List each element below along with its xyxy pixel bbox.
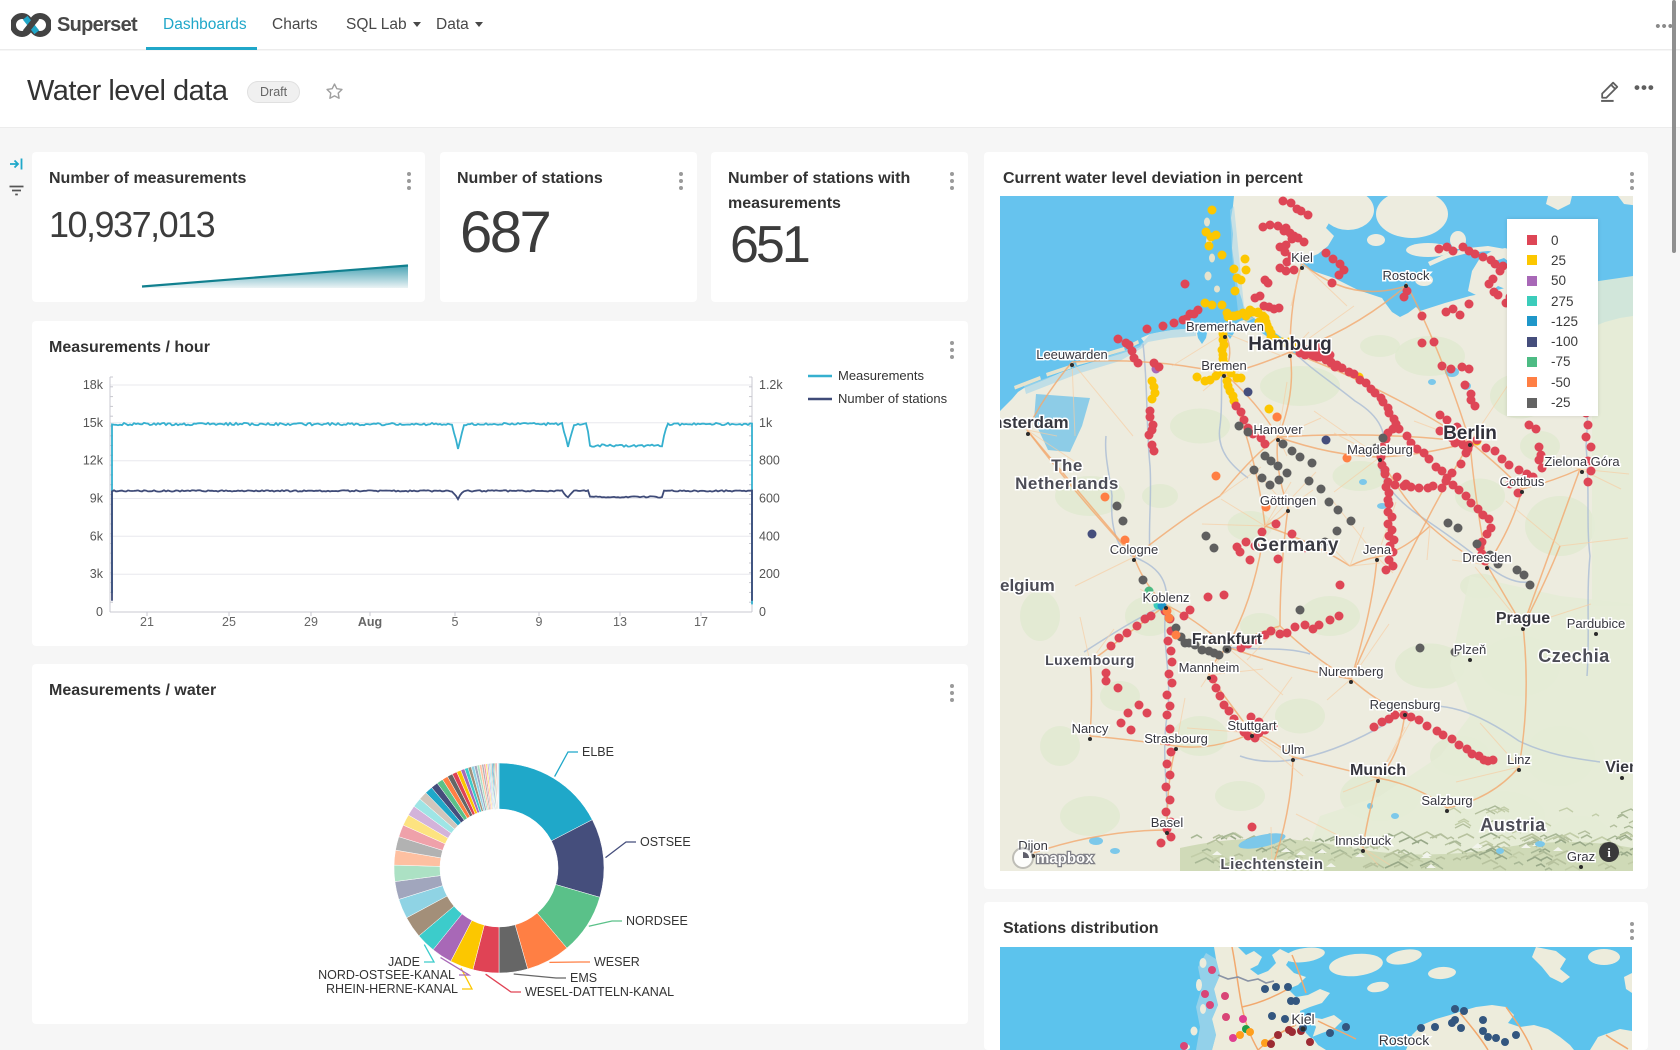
svg-text:EMS: EMS <box>570 971 597 985</box>
svg-text:The: The <box>1051 456 1083 475</box>
svg-text:Regensburg: Regensburg <box>1370 697 1441 712</box>
svg-text:Cologne: Cologne <box>1110 542 1158 557</box>
svg-text:200: 200 <box>759 567 780 581</box>
svg-text:Bremerhaven: Bremerhaven <box>1186 319 1264 334</box>
svg-text:21: 21 <box>140 615 154 629</box>
svg-text:13: 13 <box>613 615 627 629</box>
svg-text:17: 17 <box>694 615 708 629</box>
svg-text:Vien: Vien <box>1605 759 1633 776</box>
svg-text:Dresden: Dresden <box>1462 550 1511 565</box>
svg-text:Cottbus: Cottbus <box>1500 474 1545 489</box>
svg-text:Zielona Góra: Zielona Góra <box>1544 454 1620 469</box>
svg-text:Rostock: Rostock <box>1379 1032 1431 1048</box>
svg-text:Liechtenstein: Liechtenstein <box>1220 856 1323 871</box>
svg-text:Munich: Munich <box>1350 762 1406 779</box>
svg-text:Number of stations: Number of stations <box>838 391 948 406</box>
svg-text:Netherlands: Netherlands <box>1015 474 1119 493</box>
svg-text:Kiel: Kiel <box>1291 250 1313 265</box>
svg-text:WESER: WESER <box>594 955 640 969</box>
svg-text:1k: 1k <box>759 416 773 430</box>
svg-text:Strasbourg: Strasbourg <box>1144 731 1208 746</box>
svg-text:Germany: Germany <box>1253 535 1339 556</box>
svg-text:Salzburg: Salzburg <box>1421 793 1472 808</box>
svg-text:0: 0 <box>759 605 766 619</box>
svg-text:Plzeň: Plzeň <box>1454 642 1487 657</box>
svg-text:Hamburg: Hamburg <box>1248 334 1331 355</box>
svg-text:9: 9 <box>536 615 543 629</box>
svg-text:0: 0 <box>96 605 103 619</box>
svg-text:600: 600 <box>759 492 780 506</box>
svg-text:Göttingen: Göttingen <box>1260 493 1316 508</box>
svg-text:9k: 9k <box>90 492 104 506</box>
svg-text:elgium: elgium <box>1000 576 1055 595</box>
svg-text:OSTSEE: OSTSEE <box>640 835 691 849</box>
svg-text:6k: 6k <box>90 529 104 543</box>
svg-text:12k: 12k <box>83 454 104 468</box>
svg-text:WESEL-DATTELN-KANAL: WESEL-DATTELN-KANAL <box>525 985 674 999</box>
svg-text:Berlin: Berlin <box>1443 423 1497 444</box>
svg-text:Pardubice: Pardubice <box>1567 616 1626 631</box>
svg-text:RHEIN-HERNE-KANAL: RHEIN-HERNE-KANAL <box>326 982 458 996</box>
svg-text:Mannheim: Mannheim <box>1179 660 1240 675</box>
svg-text:18k: 18k <box>83 378 104 392</box>
svg-text:NORD-OSTSEE-KANAL: NORD-OSTSEE-KANAL <box>318 968 455 982</box>
svg-text:Hanover: Hanover <box>1253 422 1303 437</box>
svg-text:mapbox: mapbox <box>1036 850 1094 867</box>
svg-text:NORDSEE: NORDSEE <box>626 914 688 928</box>
svg-text:Linz: Linz <box>1507 752 1531 767</box>
svg-text:5: 5 <box>452 615 459 629</box>
svg-text:3k: 3k <box>90 567 104 581</box>
svg-text:Rostock: Rostock <box>1383 268 1430 283</box>
svg-text:ELBE: ELBE <box>582 745 614 759</box>
svg-text:25: 25 <box>222 615 236 629</box>
svg-text:Aug: Aug <box>358 615 382 629</box>
svg-text:JADE: JADE <box>388 955 420 969</box>
svg-text:Leeuwarden: Leeuwarden <box>1036 347 1108 362</box>
svg-text:msterdam: msterdam <box>1000 413 1069 432</box>
svg-text:Austria: Austria <box>1480 815 1546 835</box>
svg-text:800: 800 <box>759 454 780 468</box>
svg-text:Magdeburg: Magdeburg <box>1347 442 1413 457</box>
svg-text:Innsbruck: Innsbruck <box>1335 833 1392 848</box>
svg-text:Nuremberg: Nuremberg <box>1318 664 1383 679</box>
svg-text:Nancy: Nancy <box>1072 721 1109 736</box>
svg-text:Graz: Graz <box>1567 849 1595 864</box>
svg-text:15k: 15k <box>83 416 104 430</box>
svg-text:Jena: Jena <box>1363 542 1392 557</box>
svg-text:1.2k: 1.2k <box>759 378 783 392</box>
svg-text:Koblenz: Koblenz <box>1143 590 1190 605</box>
svg-text:Basel: Basel <box>1151 815 1184 830</box>
svg-text:Luxembourg: Luxembourg <box>1045 652 1135 668</box>
svg-text:Frankfurt: Frankfurt <box>1192 631 1263 648</box>
svg-text:Measurements: Measurements <box>838 368 924 383</box>
svg-text:Stuttgart: Stuttgart <box>1227 718 1277 733</box>
svg-text:Kiel: Kiel <box>1291 1011 1314 1027</box>
svg-text:Prague: Prague <box>1496 610 1550 627</box>
svg-text:Ulm: Ulm <box>1281 742 1304 757</box>
svg-text:400: 400 <box>759 529 780 543</box>
svg-text:Bremen: Bremen <box>1201 358 1247 373</box>
svg-text:i: i <box>1607 845 1611 860</box>
svg-text:Czechia: Czechia <box>1538 646 1610 666</box>
svg-text:29: 29 <box>304 615 318 629</box>
